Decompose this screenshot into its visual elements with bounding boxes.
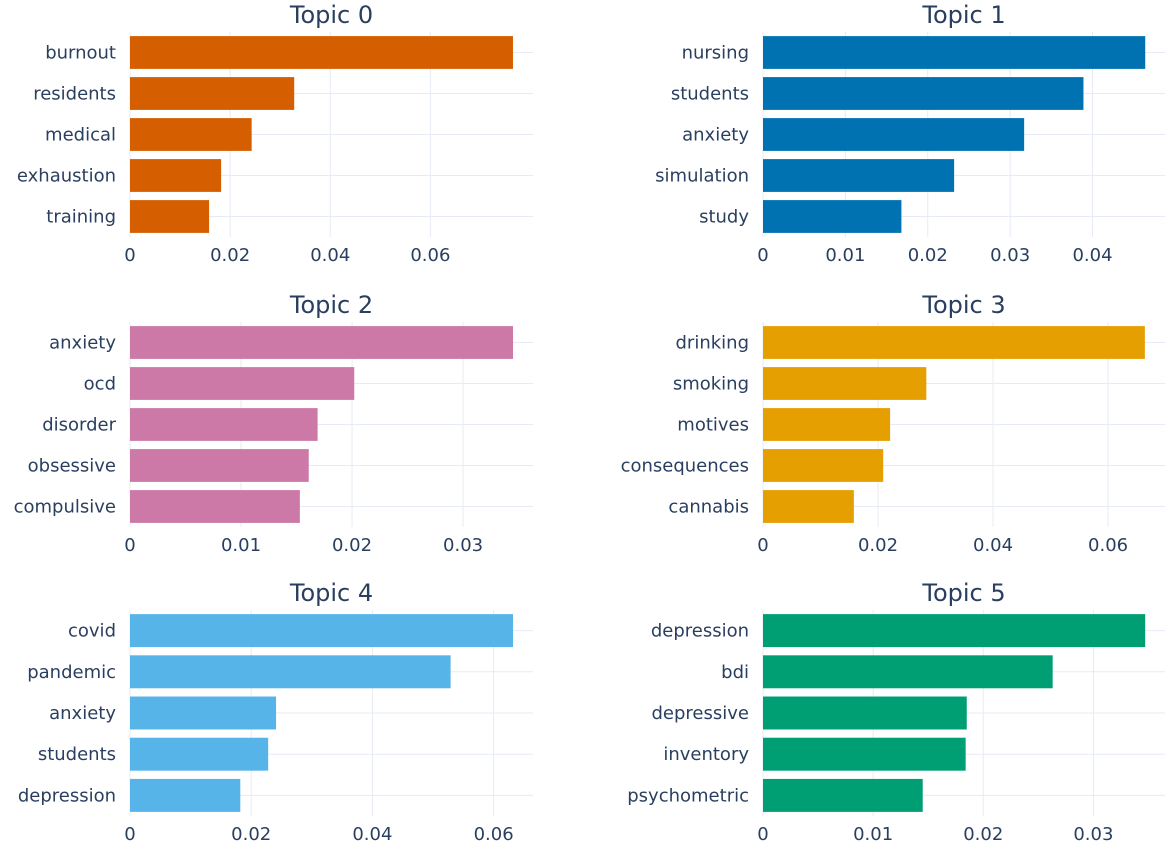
chart-title: Topic 1: [921, 1, 1005, 29]
x-tick-label: 0.04: [973, 535, 1013, 556]
category-label: residents: [33, 84, 116, 105]
chart-title: Topic 5: [921, 579, 1005, 607]
category-label: ocd: [84, 374, 116, 395]
bar-obsessive: [130, 449, 309, 482]
bar-psychometric: [763, 778, 923, 812]
x-tick-label: 0.02: [332, 535, 372, 556]
x-tick-label: 0.06: [474, 824, 514, 841]
category-label: study: [699, 207, 749, 228]
chart-title: Topic 0: [289, 1, 373, 29]
bar-residents: [130, 77, 295, 110]
category-label: psychometric: [627, 785, 749, 806]
x-tick-label: 0.03: [443, 535, 483, 556]
category-label: exhaustion: [17, 166, 116, 187]
bar-ocd: [130, 367, 355, 400]
bar-consequences: [763, 449, 884, 482]
bar-cannabis: [763, 490, 854, 523]
bar-drinking: [763, 326, 1145, 359]
bar-anxiety: [130, 326, 514, 359]
bar-simulation: [763, 159, 955, 192]
bar-depressive: [763, 696, 967, 730]
bar-study: [763, 200, 902, 233]
category-label: pandemic: [27, 662, 116, 683]
x-tick-label: 0.03: [1073, 824, 1113, 841]
topic-panel-4: 0 0.02 0.04 0.06 covid pandemic anxiety student…: [18, 579, 533, 841]
bar-anxiety: [130, 696, 277, 730]
bar-anxiety: [763, 118, 1025, 151]
bar-smoking: [763, 367, 927, 400]
category-label: students: [671, 84, 749, 105]
category-label: depressive: [652, 703, 750, 724]
category-label: anxiety: [49, 703, 116, 724]
category-label: simulation: [655, 166, 749, 187]
x-tick-label: 0: [757, 824, 768, 841]
category-label: depression: [651, 621, 749, 642]
x-tick-label: 0.04: [310, 245, 350, 266]
x-tick-label: 0: [757, 245, 768, 266]
bar-burnout: [130, 36, 513, 69]
category-label: cannabis: [668, 497, 749, 518]
category-label: nursing: [682, 43, 749, 64]
chart-title: Topic 4: [289, 579, 373, 607]
category-label: anxiety: [49, 333, 116, 354]
category-label: drinking: [676, 333, 750, 354]
category-label: obsessive: [28, 456, 116, 477]
x-tick-label: 0.06: [410, 245, 450, 266]
bar-training: [130, 200, 210, 233]
bar-nursing: [763, 36, 1146, 69]
category-label: motives: [677, 415, 749, 436]
category-label: depression: [18, 785, 116, 806]
x-tick-label: 0.02: [963, 824, 1003, 841]
category-label: covid: [68, 621, 116, 642]
bar-disorder: [130, 408, 318, 441]
bar-students: [763, 77, 1084, 110]
category-label: compulsive: [14, 497, 116, 518]
topic-panel-2: 0 0.01 0.02 0.03 anxiety ocd disorder obsessive…: [14, 291, 533, 556]
bar-motives: [763, 408, 891, 441]
bar-pandemic: [130, 655, 451, 689]
topic-panel-3: 0 0.02 0.04 0.06 drinking smoking motives conse…: [621, 291, 1165, 556]
category-label: consequences: [621, 456, 749, 477]
bar-covid: [130, 614, 514, 648]
category-label: students: [38, 744, 116, 765]
chart-title: Topic 2: [289, 291, 373, 319]
category-label: anxiety: [682, 125, 749, 146]
x-tick-label: 0.02: [210, 245, 250, 266]
bar-depression: [763, 614, 1146, 648]
bar-inventory: [763, 737, 966, 771]
x-tick-label: 0.04: [352, 824, 392, 841]
x-tick-label: 0.01: [221, 535, 261, 556]
topic-panel-5: 0 0.01 0.02 0.03 depression bdi depressive inve…: [627, 579, 1165, 841]
x-tick-label: 0.01: [853, 824, 893, 841]
bar-compulsive: [130, 490, 300, 523]
bar-bdi: [763, 655, 1053, 689]
x-tick-label: 0.04: [1072, 245, 1112, 266]
bar-depression: [130, 778, 241, 812]
bar-exhaustion: [130, 159, 222, 192]
bar-medical: [130, 118, 252, 151]
x-tick-label: 0.02: [908, 245, 948, 266]
topic-panel-1: 0 0.01 0.02 0.03 0.04 nursing students anxiety s…: [655, 1, 1165, 266]
category-label: bdi: [721, 662, 749, 683]
x-tick-label: 0: [124, 824, 135, 841]
x-tick-label: 0: [757, 535, 768, 556]
x-tick-label: 0.02: [858, 535, 898, 556]
category-label: training: [46, 207, 116, 228]
category-label: burnout: [45, 43, 116, 64]
chart-title: Topic 3: [921, 291, 1005, 319]
bar-students: [130, 737, 269, 771]
x-tick-label: 0: [124, 245, 135, 266]
category-label: smoking: [673, 374, 749, 395]
category-label: disorder: [42, 415, 116, 436]
x-tick-label: 0.03: [990, 245, 1030, 266]
category-label: inventory: [663, 744, 749, 765]
x-tick-label: 0.01: [825, 245, 865, 266]
topic-panel-0: 0 0.02 0.04 0.06 burnout residents medical exha…: [17, 1, 533, 266]
x-tick-label: 0.02: [231, 824, 271, 841]
x-tick-label: 0: [124, 535, 135, 556]
category-label: medical: [45, 125, 116, 146]
x-tick-label: 0.06: [1088, 535, 1128, 556]
